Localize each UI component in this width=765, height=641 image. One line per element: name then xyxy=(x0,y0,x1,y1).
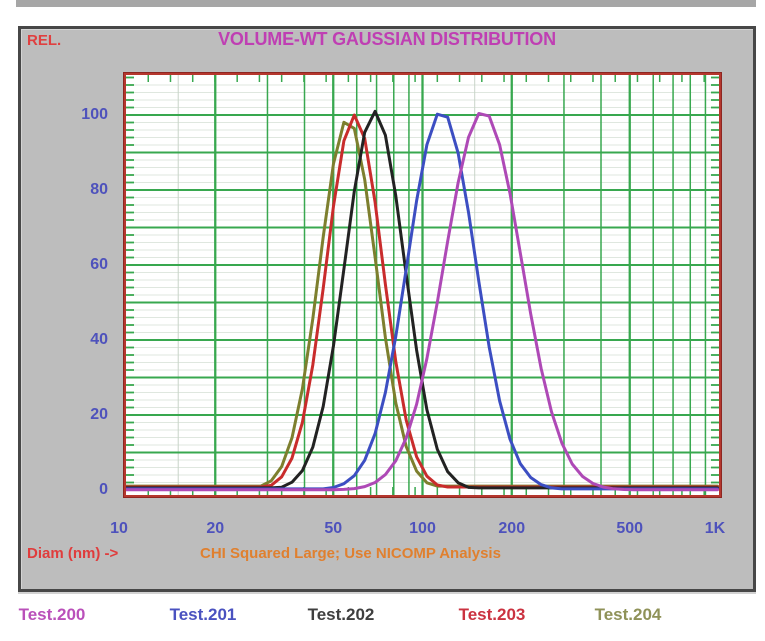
curve-test-200 xyxy=(126,112,719,492)
legend-item-test-204: Test.204 xyxy=(594,605,662,624)
x-tick-200: 200 xyxy=(498,520,526,537)
y-tick-20: 20 xyxy=(90,406,108,423)
x-tick-50: 50 xyxy=(324,520,343,537)
y-tick-80: 80 xyxy=(90,181,108,198)
y-tick-60: 60 xyxy=(90,256,108,273)
y-tick-40: 40 xyxy=(90,331,108,348)
legend-item-test-202: Test.202 xyxy=(307,605,375,624)
chart-canvas xyxy=(126,75,719,495)
legend-item-test-200: Test.200 xyxy=(18,605,86,624)
x-tick-20: 20 xyxy=(206,520,225,537)
x-tick-1K: 1K xyxy=(704,520,726,537)
y-tick-0: 0 xyxy=(99,481,108,498)
legend-item-test-203: Test.203 xyxy=(458,605,526,624)
x-tick-100: 100 xyxy=(409,520,436,537)
legend-item-test-201: Test.201 xyxy=(169,605,237,624)
y-tick-100: 100 xyxy=(81,106,108,123)
x-tick-10: 10 xyxy=(110,520,128,537)
analysis-warning-message: CHI Squared Large; Use NICOMP Analysis xyxy=(200,545,501,562)
chart-title: VOLUME-WT GAUSSIAN DISTRIBUTION xyxy=(218,29,556,49)
plot-area xyxy=(124,73,721,497)
x-tick-500: 500 xyxy=(616,520,644,537)
window-top-edge xyxy=(16,0,756,7)
y-axis-title: REL. xyxy=(27,32,62,49)
x-axis-title: Diam (nm) -> xyxy=(27,545,119,562)
